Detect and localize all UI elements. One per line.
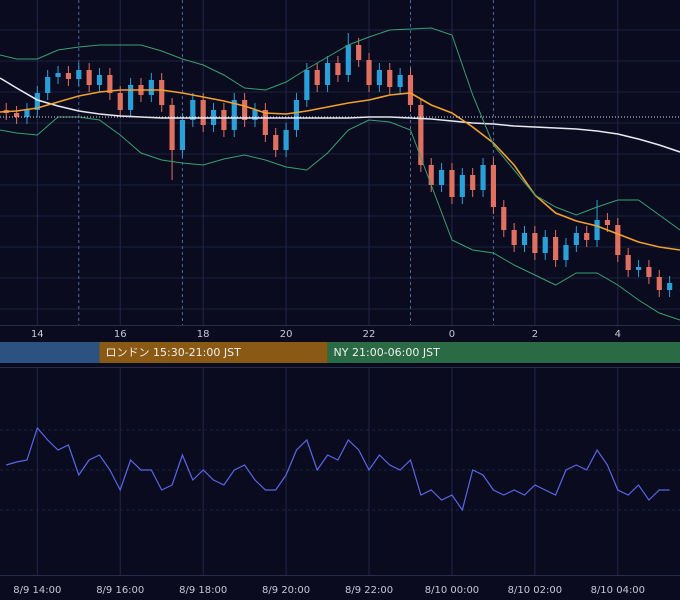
candle-body xyxy=(376,70,382,85)
candle-body xyxy=(387,70,393,87)
candle-body xyxy=(470,175,476,190)
x-tick-label: 8/9 22:00 xyxy=(345,585,393,596)
candle-body xyxy=(532,233,538,253)
candle-body xyxy=(625,255,631,270)
candle-body xyxy=(345,45,351,75)
candle-body xyxy=(304,70,310,100)
candle-body xyxy=(490,165,497,207)
candle-body xyxy=(553,237,559,260)
candle-body xyxy=(252,110,258,120)
candle-body xyxy=(480,165,486,190)
candle-body xyxy=(190,100,196,120)
indicator-line xyxy=(0,77,680,153)
candle-body xyxy=(34,93,40,110)
candle-body xyxy=(635,267,642,270)
candle-body xyxy=(65,73,72,79)
candle-body xyxy=(200,100,206,125)
candle-body xyxy=(521,233,528,245)
candle-body xyxy=(604,220,611,225)
candle-body xyxy=(501,207,507,230)
x-tick-label: 4 xyxy=(615,329,621,340)
candle-body xyxy=(86,70,92,85)
x-tick-label: 22 xyxy=(363,329,376,340)
candle-body xyxy=(407,75,414,105)
candle-body xyxy=(242,100,248,120)
session-bar xyxy=(0,342,100,363)
candle-body xyxy=(542,237,548,253)
candle-body xyxy=(667,283,673,290)
candle-body xyxy=(293,100,300,130)
candle-body xyxy=(615,225,621,255)
candle-body xyxy=(45,77,51,93)
session-label: NY 21:00-06:00 JST xyxy=(334,346,441,359)
candle-body xyxy=(283,130,289,150)
candle-body xyxy=(646,267,652,277)
candle-body xyxy=(221,110,227,130)
candle-body xyxy=(397,75,403,87)
x-tick-label: 0 xyxy=(449,329,455,340)
x-tick-label: 18 xyxy=(197,329,210,340)
candle-body xyxy=(584,233,590,240)
candle-body xyxy=(449,170,455,197)
x-tick-label: 16 xyxy=(114,329,127,340)
x-tick-label: 2 xyxy=(532,329,538,340)
x-tick-label: 8/10 02:00 xyxy=(508,585,562,596)
candle-body xyxy=(107,75,113,93)
candle-body xyxy=(273,135,279,150)
candle-body xyxy=(76,70,82,79)
candle-body xyxy=(656,277,662,290)
session-label: ロンドン 15:30-21:00 JST xyxy=(106,346,242,359)
session-bar xyxy=(327,342,680,363)
x-tick-label: 8/10 04:00 xyxy=(591,585,645,596)
x-tick-label: 20 xyxy=(280,329,293,340)
candle-body xyxy=(148,80,154,95)
x-tick-label: 8/9 16:00 xyxy=(96,585,144,596)
candle-body xyxy=(117,93,123,110)
indicator-line xyxy=(0,27,680,231)
candle-body xyxy=(366,60,372,85)
candle-body xyxy=(511,230,517,245)
candle-body xyxy=(335,63,341,75)
indicator-line xyxy=(0,116,680,321)
candle-body xyxy=(438,170,445,185)
candle-body xyxy=(356,45,362,60)
candle-body xyxy=(179,120,186,150)
candle-body xyxy=(55,73,61,77)
candle-body xyxy=(573,233,579,245)
x-tick-label: 14 xyxy=(31,329,44,340)
candle-body xyxy=(13,113,20,117)
candle-body xyxy=(324,63,331,85)
candle-body xyxy=(459,175,465,197)
candle-body xyxy=(159,80,165,105)
oscillator-line xyxy=(6,426,670,512)
candle-body xyxy=(314,70,320,85)
candle-body xyxy=(428,165,434,185)
x-tick-label: 8/9 18:00 xyxy=(179,585,227,596)
candle-body xyxy=(262,110,268,135)
candle-body xyxy=(594,220,600,240)
candle-body xyxy=(128,85,134,110)
candle-body xyxy=(169,105,175,150)
candle-body xyxy=(231,100,237,130)
x-tick-label: 8/9 14:00 xyxy=(13,585,61,596)
candle-body xyxy=(24,110,30,117)
indicator-line xyxy=(0,89,680,251)
candle-body xyxy=(563,245,569,260)
session-bar xyxy=(99,342,328,363)
candle-body xyxy=(418,105,424,165)
x-tick-label: 8/9 20:00 xyxy=(262,585,310,596)
x-tick-label: 8/10 00:00 xyxy=(425,585,479,596)
candle-body xyxy=(96,75,103,85)
